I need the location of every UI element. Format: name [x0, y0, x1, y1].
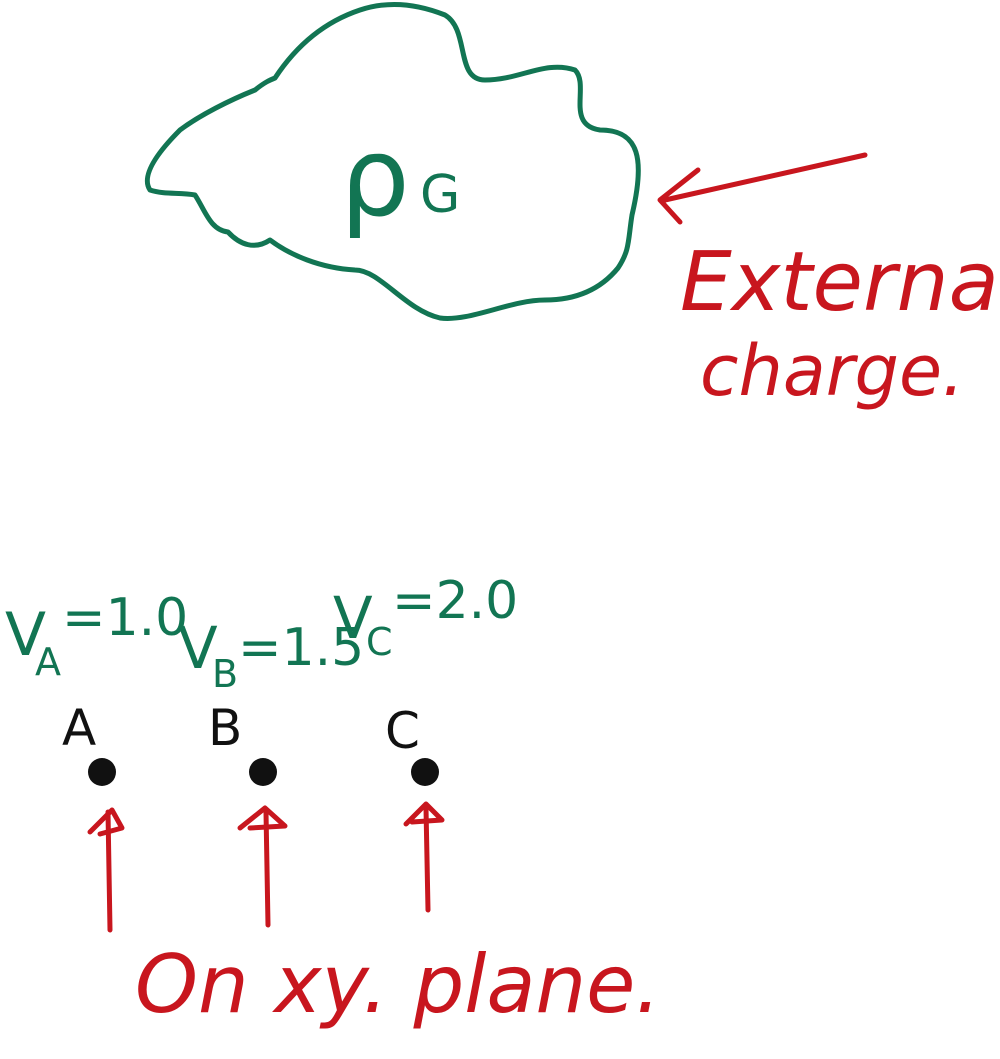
voltage-b-symbol: V	[178, 614, 218, 682]
point-a-dot	[88, 758, 116, 786]
voltage-c-symbol: V	[333, 584, 373, 652]
voltage-c-subscript: C	[366, 620, 393, 664]
arrow-to-point-b	[237, 805, 288, 928]
point-c-label: C	[385, 702, 420, 760]
voltage-c-value: =2.0	[392, 571, 518, 631]
density-rho-symbol: ρ	[340, 113, 410, 241]
point-b-dot	[249, 758, 277, 786]
point-c-dot	[411, 758, 439, 786]
voltage-b-subscript: B	[212, 652, 238, 696]
external-label-line1: External	[680, 235, 1000, 330]
external-label-line2: charge.	[700, 330, 964, 412]
plane-label: On xy. plane.	[135, 938, 661, 1031]
voltage-label-b: V B =1.5	[178, 614, 364, 696]
density-subscript: G	[420, 165, 460, 225]
external-charge-arrow-shaft	[662, 152, 868, 203]
voltage-b-value: =1.5	[238, 618, 364, 678]
voltage-label-a: V A =1.0	[5, 588, 188, 684]
external-charge-arrow-head-icon	[657, 167, 701, 225]
charge-cloud-outline	[144, 2, 641, 321]
voltage-a-value: =1.0	[62, 588, 188, 648]
voltage-a-symbol: V	[5, 600, 46, 670]
point-b-label: B	[208, 699, 242, 757]
voltage-label-c: V C =2.0	[333, 571, 518, 664]
arrow-to-point-a	[87, 807, 125, 933]
point-a-label: A	[62, 699, 96, 757]
arrow-to-point-c	[403, 801, 445, 913]
voltage-a-subscript: A	[35, 640, 61, 684]
